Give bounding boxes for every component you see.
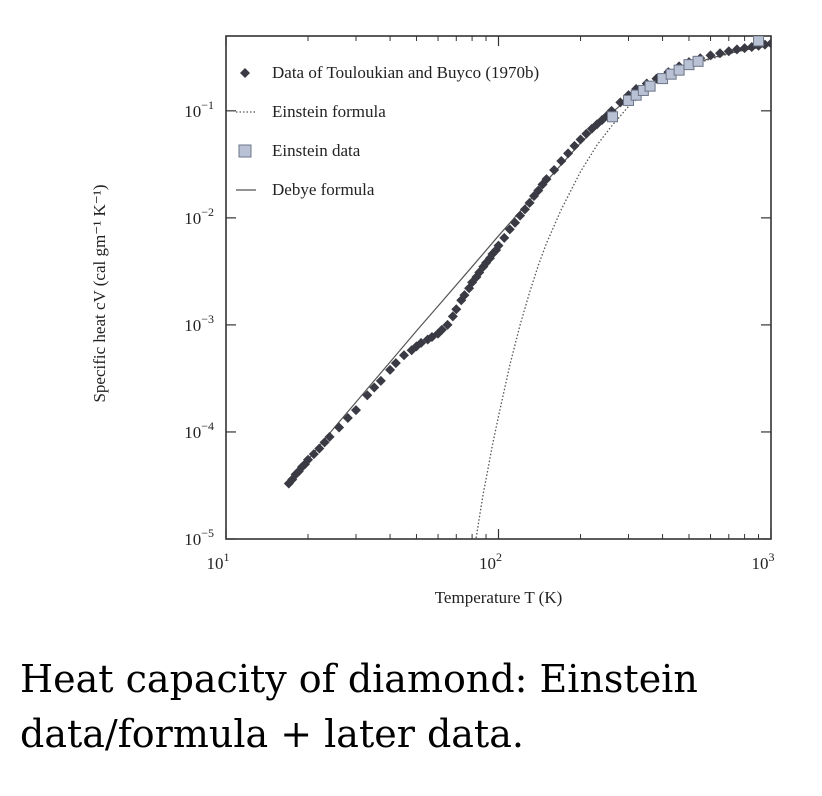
touloukian-data-point (342, 413, 353, 424)
legend-label: Debye formula (272, 180, 375, 199)
touloukian-data-point (447, 311, 458, 322)
caption-line-1: Heat capacity of diamond: Einstein (20, 657, 698, 701)
touloukian-data-point (451, 304, 462, 315)
touloukian-data-point (575, 134, 586, 145)
touloukian-data-point (541, 174, 552, 185)
touloukian-data-point (569, 140, 580, 151)
touloukian-data-point (369, 382, 380, 393)
y-tick-label: 10−4 (184, 419, 214, 442)
touloukian-data-point (581, 128, 592, 139)
x-axis-title: Temperature T (K) (435, 588, 563, 607)
caption-line-2: data/formula + later data. (20, 712, 524, 756)
touloukian-data-point (731, 44, 742, 55)
einstein-data-point (753, 36, 765, 47)
series-group (283, 36, 771, 539)
touloukian-data-point (549, 164, 560, 175)
touloukian-data-point (375, 375, 386, 386)
legend-label: Einstein formula (272, 102, 386, 121)
legend-marker-diamond (240, 68, 250, 78)
touloukian-data-point (493, 240, 504, 251)
touloukian-data-point (705, 50, 716, 61)
touloukian-data-point (504, 224, 515, 235)
touloukian-data-point (319, 437, 330, 448)
touloukian-data-point (324, 431, 335, 442)
touloukian-data-point (715, 48, 726, 59)
y-tick-label: 10−1 (184, 98, 214, 121)
touloukian-data-point (510, 217, 521, 228)
touloukian-data-point (723, 46, 734, 57)
touloukian-data-point (515, 210, 526, 221)
touloukian-data-point (314, 443, 325, 454)
legend-marker-square (238, 144, 252, 158)
touloukian-data-point (533, 185, 544, 196)
touloukian-data-point (303, 454, 314, 465)
einstein-data-point (683, 59, 695, 71)
touloukian-data-point (442, 319, 453, 330)
touloukian-data-point (499, 232, 510, 243)
x-tick-label: 102 (479, 550, 502, 573)
touloukian-data-point (563, 148, 574, 159)
touloukian-data-point (615, 97, 626, 108)
y-tick-label: 10−2 (184, 205, 214, 228)
touloukian-data-point (334, 422, 345, 433)
einstein-data-point (692, 55, 704, 67)
figure-caption: Heat capacity of diamond: Einstein data/… (20, 652, 810, 762)
touloukian-data-point (459, 290, 470, 301)
legend-label: Einstein data (272, 141, 361, 160)
x-tick-label: 101 (207, 550, 230, 573)
einstein-data-point (673, 64, 685, 76)
y-tick-label: 10−3 (184, 312, 214, 335)
touloukian-data-point (766, 38, 771, 49)
touloukian-data-point (390, 358, 401, 369)
touloukian-data-point (351, 405, 362, 416)
touloukian-data-point (385, 364, 396, 375)
touloukian-data-point (524, 197, 535, 208)
heat-capacity-chart: 101 102 103 10−5 10−4 10−3 10−2 10−1 Temperature… (90, 35, 775, 607)
touloukian-data-point (436, 324, 447, 335)
touloukian-data-point (519, 204, 530, 215)
legend: Data of Touloukian and Buyco (1970b) Eins… (236, 63, 539, 199)
plot-area: 101 102 103 10−5 10−4 10−3 10−2 10−1 Temperature… (90, 35, 775, 607)
legend-label: Data of Touloukian and Buyco (1970b) (272, 63, 539, 82)
einstein-data-point (606, 111, 618, 123)
einstein-formula-curve (475, 44, 771, 539)
einstein-data-point (644, 80, 656, 92)
touloukian-data-point (739, 43, 750, 54)
touloukian-data-point (399, 350, 410, 361)
touloukian-data-point (556, 155, 567, 166)
y-axis-title: Specific heat cV (cal gm⁻¹ K⁻¹) (90, 184, 109, 402)
y-tick-label: 10−5 (184, 526, 214, 549)
x-tick-label: 103 (752, 550, 775, 573)
touloukian-data-point (362, 390, 373, 401)
touloukian-data-point (308, 449, 319, 460)
